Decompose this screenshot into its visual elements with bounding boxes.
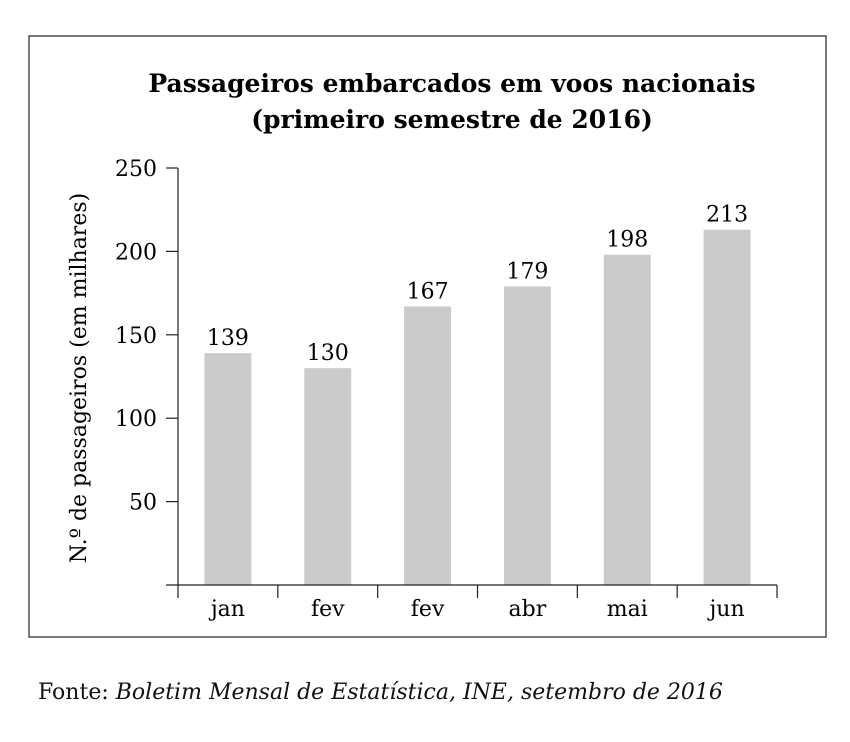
source-citation: Boletim Mensal de Estatística, INE, sete… (115, 680, 723, 705)
x-tick-label-0: jan (208, 597, 245, 622)
y-tick-label-1: 100 (115, 407, 157, 432)
data-label-2: 167 (407, 279, 449, 304)
x-tick-label-2: fev (411, 597, 445, 622)
data-label-4: 198 (606, 228, 648, 253)
source-note: Fonte: Boletim Mensal de Estatística, IN… (38, 680, 723, 705)
x-tick-label-1: fev (311, 597, 345, 622)
bars-layer (204, 229, 751, 585)
data-label-0: 139 (207, 326, 249, 351)
x-ticks: jan fev fev abr mai jun (177, 585, 778, 622)
bar-0 (204, 353, 252, 585)
data-label-5: 213 (706, 203, 748, 228)
y-tick-label-3: 200 (115, 240, 157, 265)
y-tick-label-2: 150 (115, 324, 157, 349)
data-labels: 139 130 167 179 198 213 (207, 203, 748, 366)
y-tick-label-0: 50 (129, 491, 157, 516)
source-prefix: Fonte: (38, 680, 109, 705)
chart-frame (28, 35, 827, 638)
x-tick-label-5: jun (706, 597, 744, 622)
bar-5 (703, 229, 751, 585)
chart-title-line-1: Passageiros embarcados em voos nacionais (148, 69, 755, 98)
x-tick-label-3: abr (509, 597, 547, 622)
y-axis-label: N.º de passageiros (em milhares) (67, 193, 92, 563)
bar-1 (304, 368, 352, 585)
data-label-1: 130 (307, 341, 349, 366)
x-tick-label-4: mai (607, 597, 648, 622)
bar-3 (503, 286, 551, 585)
data-label-3: 179 (506, 259, 548, 284)
y-ticks: 50 100 150 200 250 (115, 157, 178, 516)
chart-title-line-2: (primeiro semestre de 2016) (251, 105, 653, 134)
y-tick-label-4: 250 (115, 157, 157, 182)
bar-2 (404, 306, 452, 585)
bar-4 (603, 254, 651, 585)
